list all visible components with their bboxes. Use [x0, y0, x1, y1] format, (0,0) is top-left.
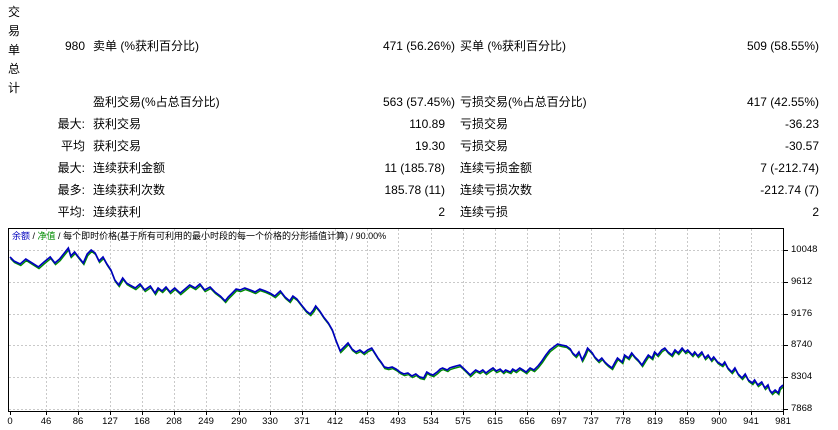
metric-value: 417 (42.55%) [746, 95, 819, 109]
y-tick-label: 10048 [791, 244, 818, 255]
y-tick-label: 9612 [791, 276, 813, 287]
balance-line [9, 246, 784, 395]
x-tick-label: 656 [519, 416, 535, 427]
metric-label: 获利交易 [93, 117, 142, 131]
legend-separator: / [348, 231, 356, 241]
x-tick-label: 412 [327, 416, 343, 427]
row-prefix: 980 [64, 39, 85, 53]
metric-label: 卖单 (%获利百分比) [93, 39, 199, 53]
equity-line [10, 248, 785, 396]
x-tick-label: 0 [7, 416, 13, 427]
legend-balance-label: 余额 [12, 231, 31, 241]
metric-value: 19.30 [414, 139, 445, 153]
x-tick-label: 859 [679, 416, 695, 427]
metric-value: 7 (-212.74) [760, 161, 819, 175]
table-row: 980 卖单 (%获利百分比) 471 (56.26%) 买单 (%获利百分比)… [0, 38, 830, 54]
metric-value: 2 [812, 205, 819, 219]
row-prefix: 最大: [57, 161, 85, 175]
x-tick-label: 371 [294, 416, 310, 427]
legend-separator: / [30, 231, 38, 241]
x-tick-label: 208 [166, 416, 182, 427]
x-tick-label: 249 [198, 416, 214, 427]
table-row: 最大: 获利交易 110.89 亏损交易 -36.23 [0, 116, 830, 132]
row-prefix: 最多: [57, 183, 85, 197]
x-tick-label: 493 [390, 416, 406, 427]
metric-value: 2 [438, 205, 445, 219]
metric-label: 连续获利次数 [93, 183, 166, 197]
x-tick-label: 86 [72, 416, 84, 427]
chart-axis-ticks [10, 250, 788, 415]
chart-border [8, 228, 784, 412]
metric-value: 185.78 (11) [384, 183, 446, 197]
y-tick-label: 8304 [791, 371, 813, 382]
metric-label: 买单 (%获利百分比) [460, 39, 566, 53]
metric-label: 盈利交易(%占总百分比) [93, 95, 220, 109]
x-tick-label: 900 [711, 416, 727, 427]
row-prefix: 平均 [60, 139, 85, 153]
balance-chart-plot [8, 228, 788, 415]
metric-value: -30.57 [784, 139, 819, 153]
y-tick-label: 9176 [791, 308, 813, 319]
metric-value: 509 (58.55%) [746, 39, 819, 53]
row-prefix [30, 94, 85, 110]
metric-label: 亏损交易 [460, 139, 509, 153]
metric-value: -212.74 (7) [760, 183, 819, 197]
report-row-header: 交易单总计 [8, 5, 21, 95]
table-row: 最大: 连续获利金额 11 (185.78) 连续亏损金额 7 (-212.74… [0, 160, 830, 176]
x-tick-label: 778 [615, 416, 631, 427]
metric-label: 连续亏损 [460, 205, 509, 219]
legend-modeling-quality: 90.00% [355, 231, 387, 241]
report-table: 交易单总计 980 卖单 (%获利百分比) 471 (56.26%) 买单 (%… [0, 5, 830, 220]
metric-label: 连续获利 [93, 205, 142, 219]
table-row: 盈利交易(%占总百分比) 563 (57.45%) 亏损交易(%占总百分比) 4… [0, 94, 830, 110]
y-tick-label: 7868 [791, 403, 813, 414]
x-tick-label: 737 [583, 416, 599, 427]
metric-value: 471 (56.26%) [382, 39, 455, 53]
balance-chart: 余额 / 净值 / 每个即时价格(基于所有可利用的最小时段的每一个价格的分形插值… [7, 228, 834, 428]
x-tick-label: 127 [102, 416, 118, 427]
table-row: 平均 获利交易 19.30 亏损交易 -30.57 [0, 138, 830, 154]
table-row: 最多: 连续获利次数 185.78 (11) 连续亏损次数 -212.74 (7… [0, 182, 830, 198]
legend-equity-label: 净值 [37, 231, 56, 241]
x-tick-label: 168 [134, 416, 150, 427]
x-tick-label: 534 [423, 416, 439, 427]
metric-label: 连续获利金额 [93, 161, 166, 175]
row-prefix: 最大: [57, 117, 85, 131]
metric-value: 11 (185.78) [384, 161, 446, 175]
x-tick-label: 453 [359, 416, 375, 427]
x-tick-label: 981 [775, 416, 791, 427]
x-tick-label: 575 [455, 416, 471, 427]
metric-label: 连续亏损次数 [460, 183, 533, 197]
x-tick-label: 941 [743, 416, 759, 427]
y-tick-label: 8740 [791, 339, 813, 350]
chart-legend: 余额 / 净值 / 每个即时价格(基于所有可利用的最小时段的每一个价格的分形插值… [12, 231, 386, 242]
x-tick-label: 290 [231, 416, 247, 427]
metric-value: 563 (57.45%) [382, 95, 455, 109]
x-tick-label: 330 [262, 416, 278, 427]
metric-label: 亏损交易(%占总百分比) [460, 95, 587, 109]
metric-value: 110.89 [409, 117, 445, 131]
x-tick-label: 697 [551, 416, 567, 427]
x-tick-label: 46 [40, 416, 52, 427]
legend-model-label: 每个即时价格(基于所有可利用的最小时段的每一个价格的分形插值计算) [63, 231, 349, 241]
x-tick-label: 819 [647, 416, 663, 427]
metric-label: 连续亏损金额 [460, 161, 533, 175]
metric-value: -36.23 [784, 117, 819, 131]
row-prefix: 平均: [57, 205, 85, 219]
table-row: 平均: 连续获利 2 连续亏损 2 [0, 204, 830, 220]
metric-label: 亏损交易 [460, 117, 509, 131]
metric-label: 获利交易 [93, 139, 142, 153]
chart-gridlines [9, 229, 784, 411]
x-tick-label: 615 [487, 416, 503, 427]
legend-separator: / [55, 231, 64, 241]
